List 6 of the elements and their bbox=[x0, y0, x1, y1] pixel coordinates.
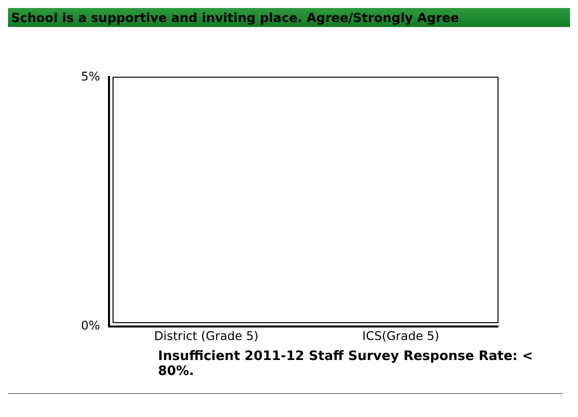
y-tick-label: 0% bbox=[80, 318, 100, 333]
chart-title: School is a supportive and inviting place. Agree/Strongly Agree bbox=[8, 8, 570, 27]
x-tick-label: District (Grade 5) bbox=[154, 328, 258, 343]
text: Insufficient 2011-12 Staff Survey Response Rate: < 80%. bbox=[158, 349, 534, 379]
y-tick-label: 5% bbox=[80, 69, 100, 84]
x-tick-label: ICS(Grade 5) bbox=[362, 328, 440, 343]
